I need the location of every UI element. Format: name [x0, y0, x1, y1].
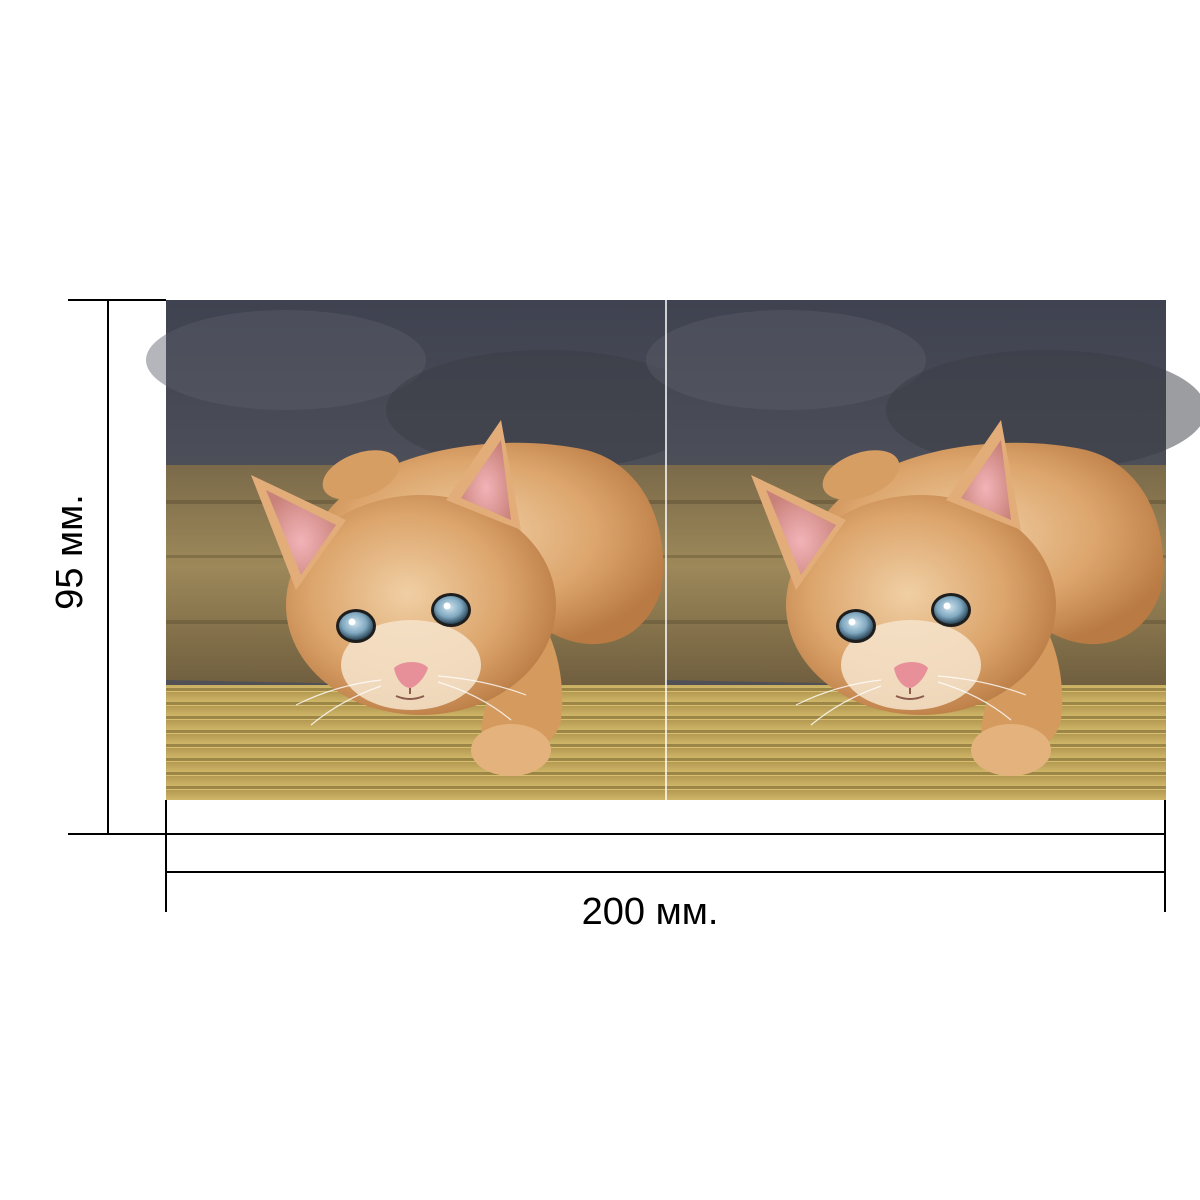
width-label: 200 мм.	[582, 891, 719, 933]
photo-panel-right	[645, 299, 1200, 801]
frame-outline	[165, 800, 1166, 834]
photo-panel-left	[145, 299, 707, 801]
width-dimension	[165, 834, 1166, 912]
height-dimension	[68, 299, 1165, 835]
height-label: 95 мм.	[49, 494, 91, 610]
